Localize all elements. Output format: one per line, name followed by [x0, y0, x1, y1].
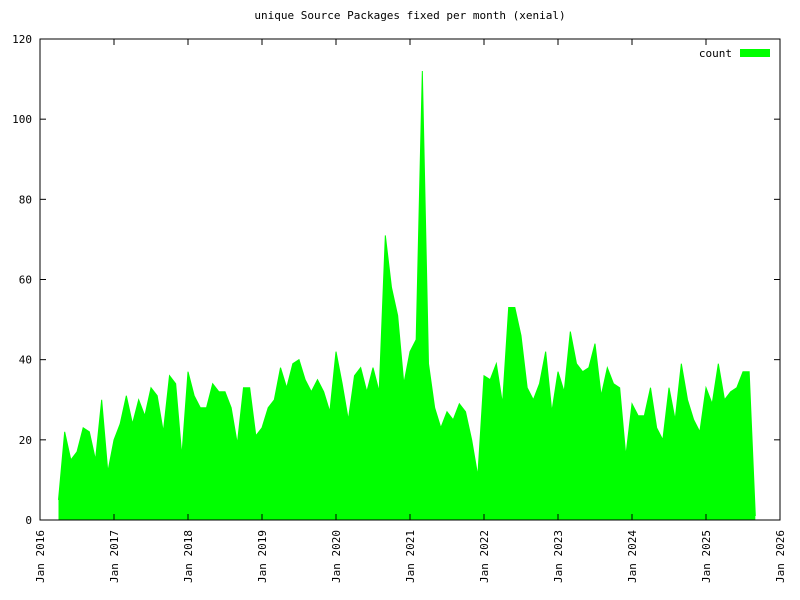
- legend-label: count: [699, 47, 732, 60]
- y-tick-label: 20: [19, 434, 32, 447]
- x-tick-label: Jan 2024: [626, 530, 639, 583]
- y-tick-label: 60: [19, 274, 32, 287]
- legend-swatch: [740, 49, 770, 57]
- y-tick-label: 100: [12, 113, 32, 126]
- x-tick-label: Jan 2016: [34, 530, 47, 583]
- x-tick-label: Jan 2018: [182, 530, 195, 583]
- x-tick-label: Jan 2023: [552, 530, 565, 583]
- y-tick-label: 40: [19, 354, 32, 367]
- y-tick-label: 80: [19, 193, 32, 206]
- chart-title: unique Source Packages fixed per month (…: [254, 9, 565, 22]
- x-tick-label: Jan 2022: [478, 530, 491, 583]
- area-line: [58, 71, 756, 517]
- x-tick-label: Jan 2025: [700, 530, 713, 583]
- x-tick-label: Jan 2026: [774, 530, 787, 583]
- x-tick-label: Jan 2017: [108, 530, 121, 583]
- x-tick-label: Jan 2021: [404, 530, 417, 583]
- area-fill: [58, 71, 756, 520]
- x-tick-label: Jan 2020: [330, 530, 343, 583]
- x-tick-label: Jan 2019: [256, 530, 269, 583]
- y-tick-label: 0: [25, 514, 32, 527]
- y-tick-label: 120: [12, 33, 32, 46]
